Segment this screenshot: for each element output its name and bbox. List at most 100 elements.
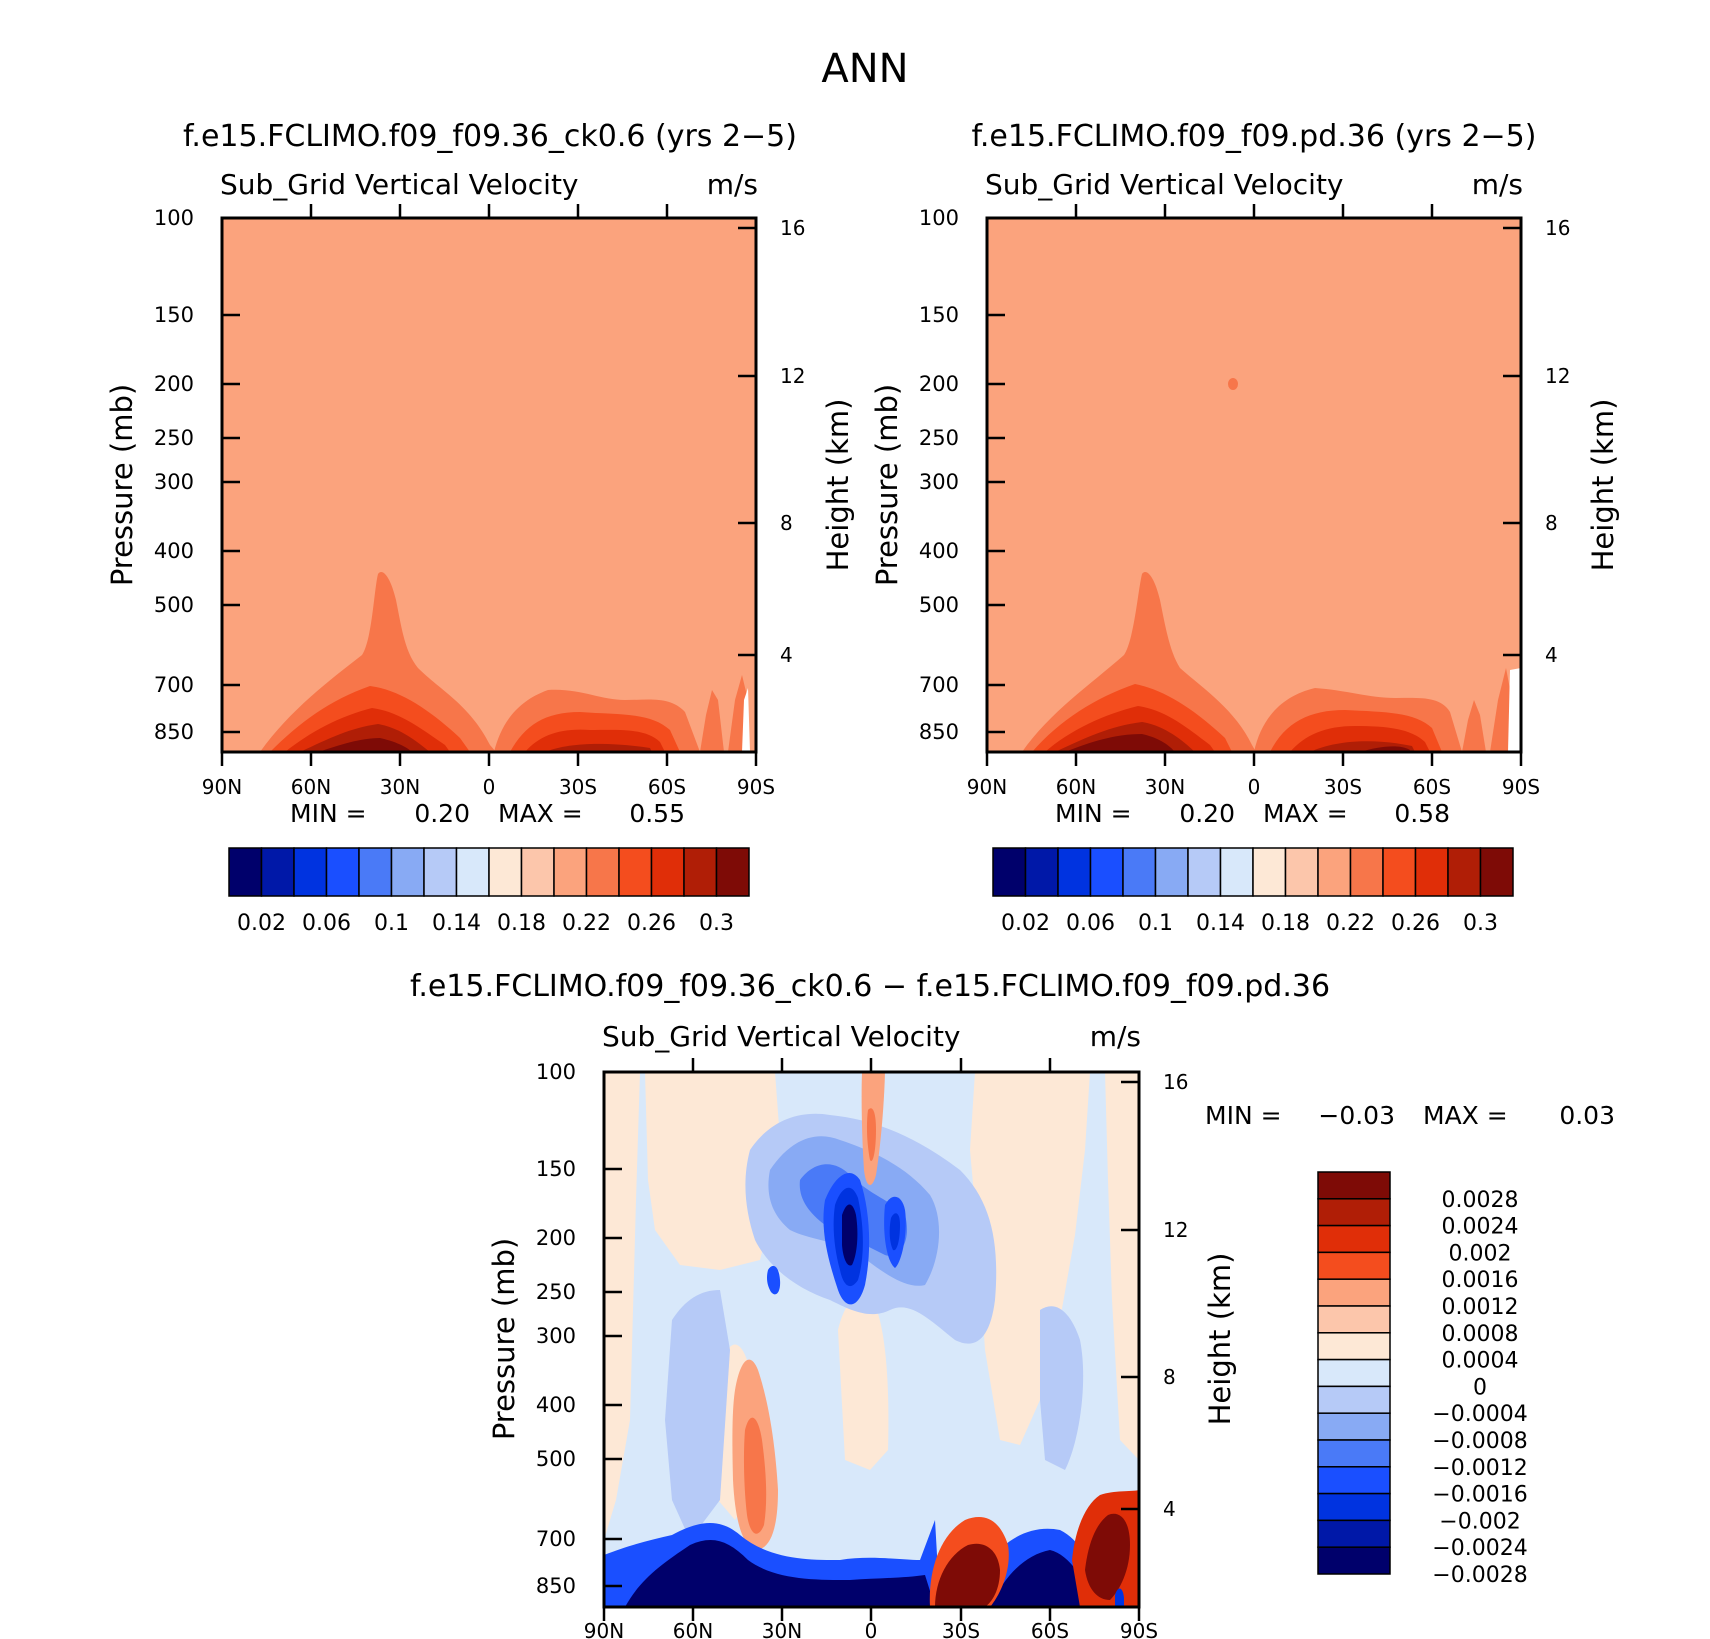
panel-c-colorbar-swatch-8 (1317, 1385, 1391, 1414)
panel-c-ytick-150: 150 (536, 1157, 576, 1181)
panel-b-contour-spot (1228, 378, 1238, 390)
panel-c-colorbar-label-8: −0.0004 (1432, 1402, 1527, 1427)
panel-c-height-tick-labels: 16 12 8 4 (1163, 1070, 1188, 1521)
panel-c-field (604, 1072, 1139, 1607)
panel-c-min-label: MIN = (1205, 1101, 1282, 1130)
panel-a-height-tick-labels: 16 12 8 4 (780, 216, 805, 667)
panel-b-height-tick-labels: 16 12 8 4 (1545, 216, 1570, 667)
panel-b-colorbar: 0.02 0.06 0.1 0.14 0.18 0.22 0.26 0.3 (992, 847, 1514, 936)
panel-b-colorbar-swatch-10 (1317, 847, 1352, 897)
panel-b-top-ticks (1074, 204, 1434, 218)
panel-a-ytick-250: 250 (154, 426, 194, 450)
panel-b-right-ticks (1503, 226, 1521, 657)
panel-a-background-fill (222, 218, 756, 752)
panel-b-rtick-8: 8 (1545, 511, 1558, 535)
panel-a-colorbar-swatch-4 (358, 847, 393, 897)
panel-c-ytick-850: 850 (536, 1574, 576, 1598)
panel-b-background-fill (987, 218, 1521, 752)
panel-a-xtick-60n: 60N (291, 775, 331, 799)
panel-c-ytick-400: 400 (536, 1393, 576, 1417)
panel-b-ytick-500: 500 (919, 593, 959, 617)
panel-a-rtick-12: 12 (780, 364, 805, 388)
panel-b-contour-022 (1022, 571, 1256, 752)
panel-c-min-value: −0.03 (1318, 1101, 1395, 1130)
panel-b-colorbar-swatch-3 (1089, 847, 1124, 897)
panel-a-ytick-500: 500 (154, 593, 194, 617)
panel-b-xtick-90s: 90S (1502, 775, 1540, 799)
panel-a-colorbar-swatch-6 (423, 847, 458, 897)
panel-c-top-ticks (691, 1058, 1052, 1072)
panel-c-pos-band-4 (1105, 1072, 1139, 1460)
panel-c-ytick-100: 100 (536, 1060, 576, 1084)
panel-c-colorbar-label-5: 0.0008 (1442, 1322, 1519, 1347)
panel-a-colorbar-swatch-5 (390, 847, 425, 897)
panel-a-colorbar-label-1: 0.06 (302, 911, 351, 936)
panel-c-ytick-700: 700 (536, 1527, 576, 1551)
panel-a-xtick-60s: 60S (648, 775, 686, 799)
panel-c-colorbar-swatch-10 (1317, 1439, 1391, 1468)
panel-c-neg-band-3 (1040, 1306, 1084, 1470)
panel-a-case-title: f.e15.FCLIMO.f09_f09.36_ck0.6 (yrs 2−5) (183, 119, 797, 154)
panel-c-surface-pos-inner (935, 1543, 1000, 1607)
panel-a-colorbar-swatch-8 (488, 847, 523, 897)
panel-c-colorbar-swatch-9 (1317, 1412, 1391, 1441)
panel-c-neg-strong-4 (767, 1265, 781, 1295)
panel-b-ytick-850: 850 (919, 720, 959, 744)
panel-a-colorbar-label-7: 0.3 (699, 911, 734, 936)
panel-b-colorbar-label-3: 0.14 (1196, 911, 1245, 936)
panel-b-ytick-400: 400 (919, 539, 959, 563)
panel-a-ytick-150: 150 (154, 303, 194, 327)
panel-a-colorbar-swatch-7 (455, 847, 490, 897)
panel-c-variable: Sub_Grid Vertical Velocity (602, 1020, 961, 1053)
panel-b-colorbar-swatch-14 (1447, 847, 1482, 897)
panel-b-rtick-16: 16 (1545, 216, 1570, 240)
panel-a-ytick-850: 850 (154, 720, 194, 744)
panel-a-pressure-tick-labels: 100 150 200 250 300 400 500 700 850 (154, 206, 194, 744)
panel-b-units: m/s (1472, 168, 1523, 201)
panel-c-rtick-16: 16 (1163, 1070, 1188, 1094)
panel-b-ytick-250: 250 (919, 426, 959, 450)
panel-c-colorbar-swatch-0 (1317, 1171, 1391, 1200)
panel-b-colorbar-swatch-8 (1252, 847, 1287, 897)
panel-a-colorbar-label-6: 0.26 (627, 911, 676, 936)
panel-a-field (222, 218, 756, 752)
panel-c-colorbar-label-9: −0.0008 (1432, 1429, 1527, 1454)
panel-c-xtick-60s: 60S (1031, 1619, 1069, 1639)
panel-b-min-label: MIN = (1055, 799, 1132, 828)
panel-c-xtick-30n: 30N (762, 1619, 802, 1639)
panel-c-colorbar-swatch-5 (1317, 1305, 1391, 1334)
panel-c-colorbar-label-10: −0.0012 (1432, 1456, 1527, 1481)
panel-c-right-ticks (1121, 1080, 1139, 1511)
panel-b-ytick-150: 150 (919, 303, 959, 327)
panel-c-colorbar-label-4: 0.0012 (1442, 1295, 1519, 1320)
panel-b-colorbar-swatch-1 (1024, 847, 1059, 897)
panel-b-case-title: f.e15.FCLIMO.f09_f09.pd.36 (yrs 2−5) (972, 119, 1537, 154)
panel-c-colorbar-label-3: 0.0016 (1442, 1268, 1519, 1293)
panel-a-colorbar-swatch-13 (650, 847, 685, 897)
panel-c-case-title: f.e15.FCLIMO.f09_f09.36_ck0.6 − f.e15.FC… (410, 969, 1330, 1004)
panel-b-xtick-60s: 60S (1413, 775, 1451, 799)
panel-a-max-value: 0.55 (629, 799, 685, 828)
panel-b-colorbar-label-0: 0.02 (1001, 911, 1050, 936)
panel-b-colorbar-label-1: 0.06 (1066, 911, 1115, 936)
panel-b-min-value: 0.20 (1179, 799, 1235, 828)
panel-a-lat-tick-labels: 90N 60N 30N 0 30S 60S 90S (202, 775, 775, 799)
panel-a-colorbar-label-0: 0.02 (237, 911, 286, 936)
panel-c-pos-band-3 (970, 1072, 1090, 1445)
panel-c-ylabel-right: Height (km) (1203, 1253, 1237, 1426)
panel-c-xtick-0: 0 (865, 1619, 878, 1639)
panel-a-ylabel-right: Height (km) (821, 399, 855, 572)
panel-b-ytick-700: 700 (919, 673, 959, 697)
panel-c-colorbar-label-2: 0.002 (1449, 1241, 1512, 1266)
panel-c-xtick-60n: 60N (673, 1619, 713, 1639)
panel-b-max-label: MAX = (1263, 799, 1348, 828)
panel-b-colorbar-swatch-11 (1349, 847, 1384, 897)
panel-a-ytick-200: 200 (154, 372, 194, 396)
panel-b-colorbar-swatch-2 (1057, 847, 1092, 897)
panel-a-ytick-400: 400 (154, 539, 194, 563)
panel-c-neg-strong-3-core (889, 1213, 900, 1251)
panel-b: f.e15.FCLIMO.f09_f09.pd.36 (yrs 2−5) Sub… (870, 119, 1620, 936)
panel-a-rtick-4: 4 (780, 643, 793, 667)
panel-c-colorbar-label-11: −0.0016 (1432, 1483, 1527, 1508)
panel-a-top-ticks (309, 204, 669, 218)
